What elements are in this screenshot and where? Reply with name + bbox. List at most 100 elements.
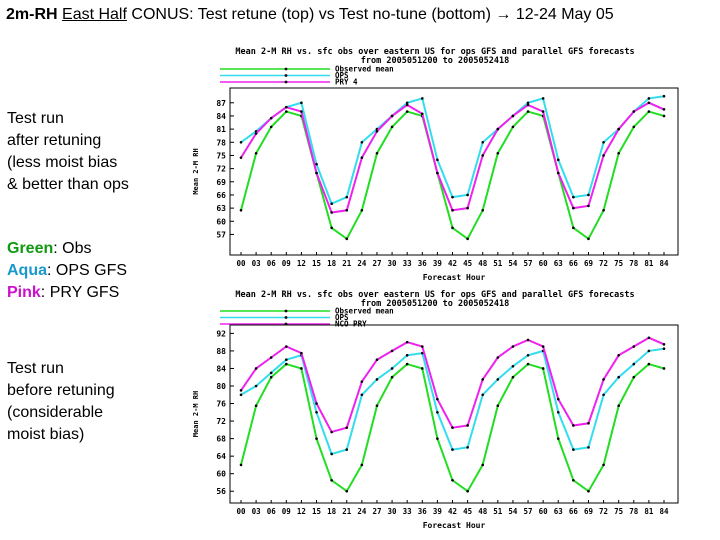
legend-label-ops: OPS	[335, 71, 349, 80]
x-tick-label: 21	[342, 259, 352, 268]
data-point-pry	[632, 110, 636, 113]
y-tick-label: 87	[216, 99, 226, 108]
top-desc-line: Test run	[7, 110, 64, 127]
data-point-pry	[405, 340, 409, 344]
data-point-ops	[345, 448, 349, 451]
data-point-ops	[466, 446, 469, 449]
data-point-pry	[254, 367, 258, 370]
x-tick-label: 39	[433, 507, 443, 516]
data-point-obs	[617, 151, 620, 155]
data-point-ops	[375, 378, 379, 381]
x-tick-label: 30	[388, 259, 398, 268]
data-point-ops	[647, 349, 651, 353]
x-tick-label: 15	[312, 507, 321, 516]
x-tick-label: 42	[448, 507, 457, 516]
data-point-ops	[481, 140, 485, 144]
x-tick-label: 51	[493, 259, 503, 268]
data-point-pry	[300, 351, 303, 355]
data-point-obs	[496, 404, 500, 408]
data-point-obs	[662, 367, 666, 370]
data-point-pry	[526, 338, 530, 342]
data-point-pry	[239, 156, 243, 159]
x-tick-label: 75	[614, 259, 623, 268]
plot-frame	[229, 87, 679, 256]
chart-subtitle: from 2005051200 to 2005052418	[361, 56, 509, 66]
y-tick-label: 56	[216, 487, 226, 496]
data-point-pry	[375, 130, 379, 133]
data-point-obs	[466, 489, 469, 493]
data-point-ops	[239, 140, 243, 144]
data-point-obs	[330, 226, 333, 230]
x-tick-label: 42	[448, 259, 457, 268]
data-point-pry	[496, 356, 500, 359]
data-point-obs	[526, 110, 530, 113]
data-point-ops	[526, 101, 530, 105]
data-point-pry	[360, 380, 364, 383]
x-axis-label: Forecast Hour	[423, 273, 486, 282]
x-tick-label: 69	[584, 507, 594, 516]
data-point-pry	[330, 430, 333, 434]
data-point-ops	[662, 94, 666, 98]
plot-frame	[229, 324, 679, 504]
data-point-ops	[420, 97, 424, 100]
x-tick-label: 84	[659, 507, 669, 516]
chart-title: Mean 2-M RH vs. sfc obs over eastern US …	[235, 47, 634, 57]
data-point-ops	[662, 347, 666, 351]
legend-label-pry: PRY 4	[335, 78, 358, 87]
data-point-obs	[526, 362, 530, 366]
y-tick-label: 72	[216, 165, 226, 174]
data-point-ops	[436, 158, 439, 162]
rh-chart-before-retune: Mean 2-M RH vs. sfc obs over eastern US …	[192, 290, 679, 530]
data-point-ops	[315, 411, 318, 414]
data-point-ops	[602, 393, 605, 397]
data-point-ops	[451, 448, 454, 451]
data-point-obs	[572, 226, 575, 230]
data-point-ops	[526, 354, 530, 357]
y-tick-label: 68	[216, 435, 226, 444]
data-point-obs	[345, 489, 349, 493]
data-point-pry	[647, 101, 651, 105]
y-tick-label: 80	[216, 382, 226, 391]
data-point-obs	[466, 237, 469, 241]
data-point-obs	[647, 362, 651, 366]
legend-label-obs: Observed mean	[335, 65, 394, 74]
x-tick-label: 51	[493, 507, 503, 516]
data-point-pry	[466, 206, 469, 210]
x-tick-label: 63	[554, 259, 564, 268]
x-tick-label: 21	[342, 507, 352, 516]
data-point-pry	[285, 105, 288, 109]
data-point-ops	[390, 367, 394, 370]
data-point-obs	[662, 114, 666, 118]
y-tick-label: 88	[216, 347, 226, 356]
data-point-ops	[587, 446, 590, 449]
data-point-ops	[602, 140, 605, 144]
y-tick-label: 75	[216, 151, 226, 160]
y-tick-label: 78	[216, 138, 226, 147]
data-point-pry	[587, 204, 590, 208]
legend-aqua-label: Aqua	[7, 262, 47, 279]
data-point-obs	[269, 375, 273, 379]
data-point-pry	[375, 358, 379, 361]
legend-line-ops: Aqua: OPS GFS	[7, 260, 137, 282]
data-point-ops	[269, 371, 273, 375]
x-tick-label: 09	[282, 507, 292, 516]
data-point-obs	[420, 367, 424, 370]
y-tick-label: 84	[216, 364, 226, 373]
data-point-ops	[330, 452, 333, 456]
legend-marker-pry	[284, 80, 288, 84]
y-tick-label: 57	[216, 230, 226, 239]
slide-title: 2m-RH East Half CONUS: Test retune (top)…	[6, 6, 614, 24]
data-point-obs	[405, 362, 409, 366]
chart-subtitle: from 2005051200 to 2005052418	[361, 299, 509, 309]
data-point-ops	[632, 362, 636, 366]
x-tick-label: 45	[463, 259, 472, 268]
data-point-pry	[572, 206, 575, 210]
data-point-ops	[617, 375, 620, 379]
x-tick-label: 78	[629, 507, 639, 516]
x-tick-label: 30	[388, 507, 398, 516]
x-tick-label: 33	[403, 507, 413, 516]
data-point-pry	[511, 114, 515, 118]
data-point-obs	[481, 463, 485, 467]
x-tick-label: 33	[403, 259, 413, 268]
x-tick-label: 00	[236, 507, 246, 516]
